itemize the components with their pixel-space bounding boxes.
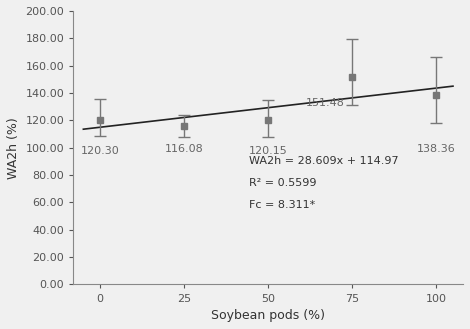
Text: 120.30: 120.30 <box>81 146 119 156</box>
Text: R² = 0.5599: R² = 0.5599 <box>249 178 316 188</box>
Text: 138.36: 138.36 <box>417 143 455 154</box>
Text: 120.15: 120.15 <box>249 146 288 156</box>
Text: 151.48: 151.48 <box>306 98 345 109</box>
Y-axis label: WA2h (%): WA2h (%) <box>7 117 20 179</box>
X-axis label: Soybean pods (%): Soybean pods (%) <box>211 309 325 322</box>
Text: 116.08: 116.08 <box>165 143 204 154</box>
Text: Fc = 8.311*: Fc = 8.311* <box>249 200 315 210</box>
Text: WA2h = 28.609x + 114.97: WA2h = 28.609x + 114.97 <box>249 156 398 166</box>
